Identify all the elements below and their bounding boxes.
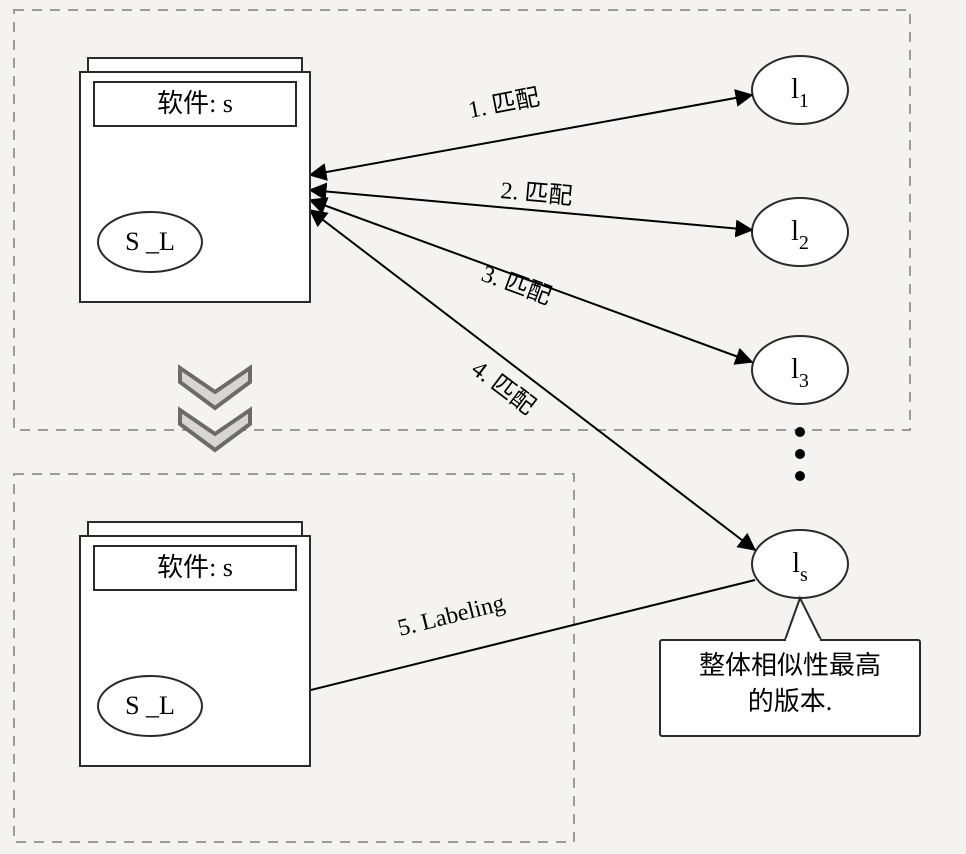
diagram-canvas: l1 l2 l3 ls 1. 匹配 2. 匹配 3. 匹配 4. 匹配 5. Labeling… [0,0,966,854]
callout-box: 整体相似性最高的版本. [660,598,920,736]
ellipsis-dot [795,427,805,437]
edge-e4 [310,210,755,550]
edge-label: 3. 匹配 [478,261,555,310]
inner-ellipse-label: S _L [125,691,175,720]
callout-line: 的版本. [748,687,833,716]
ellipsis-dot [795,449,805,459]
software-box-bottom: 软件: s S _L [80,522,310,766]
callout-line: 整体相似性最高 [699,651,881,680]
chevron-down-icon [180,410,250,450]
library-node-l2: l2 [752,198,848,266]
callout-pointer [785,598,821,640]
software-box-title: 软件: s [157,89,233,118]
library-nodes: l1 l2 l3 ls [752,56,848,598]
library-node-l1: l1 [752,56,848,124]
edge-label: 5. Labeling [395,590,507,642]
ellipsis-dot [795,471,805,481]
software-box-title: 软件: s [157,553,233,582]
edge-label: 4. 匹配 [466,356,539,420]
down-chevrons [180,368,250,450]
library-node-l3: l3 [752,336,848,404]
edge-label: 2. 匹配 [499,178,573,210]
software-box-top: 软件: s S _L [80,58,310,302]
inner-ellipse-label: S _L [125,227,175,256]
ellipsis-dots [795,427,805,481]
edge-label: 1. 匹配 [466,85,542,124]
library-node-ls: ls [752,530,848,598]
chevron-down-icon [180,368,250,408]
